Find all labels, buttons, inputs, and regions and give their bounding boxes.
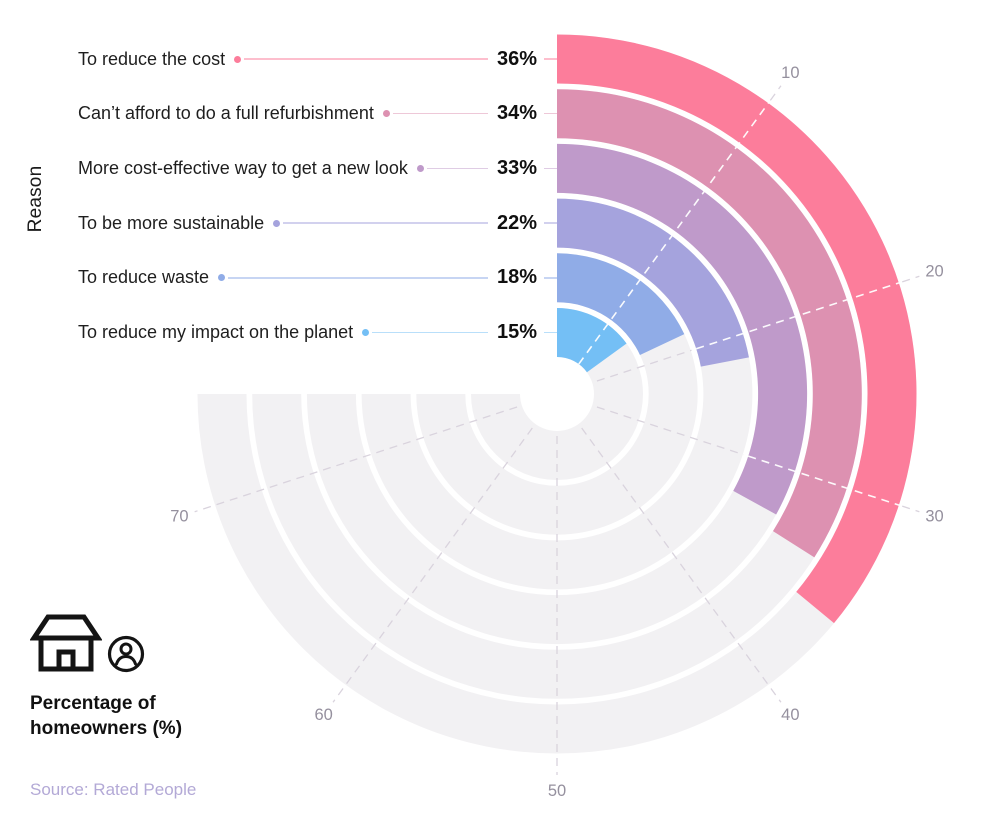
leader-line <box>392 112 488 115</box>
value-label: 22% <box>496 211 537 234</box>
value-label: 18% <box>496 266 537 289</box>
house-icon <box>29 610 103 679</box>
value-label: 36% <box>496 47 537 70</box>
category-row: To reduce my impact on the planet 15% <box>78 319 557 347</box>
series-dot <box>382 110 390 118</box>
connector-line <box>544 112 557 115</box>
gridline <box>769 85 782 101</box>
leader-line <box>426 167 488 170</box>
tick-label: 30 <box>925 508 943 526</box>
value-label: 33% <box>496 156 537 179</box>
tick-label: 50 <box>548 782 566 800</box>
category-row: More cost-effective way to get a new loo… <box>78 154 557 182</box>
category-label: To reduce my impact on the planet <box>78 322 354 342</box>
radial-bar <box>557 89 862 558</box>
tick-label: 20 <box>925 262 943 280</box>
leader-line <box>228 277 488 279</box>
radial-bar <box>557 308 627 373</box>
gridline <box>902 275 920 283</box>
gridline <box>581 427 782 703</box>
series-dot <box>218 274 226 282</box>
source-note: Source: Rated People <box>30 780 197 799</box>
category-row: Can’t afford to do a full refurbishment 3… <box>78 100 557 128</box>
series-dot <box>234 55 242 63</box>
x-axis-title: Percentage of homeowners (%) <box>30 693 183 739</box>
connector-line <box>544 167 557 170</box>
category-label: More cost-effective way to get a new loo… <box>78 157 408 178</box>
leader-line <box>372 331 488 334</box>
tick-label: 70 <box>170 508 188 526</box>
category-rows: To reduce the cost 36% Can’t afford to do … <box>78 0 557 400</box>
tick-label: 10 <box>781 64 799 82</box>
y-axis-title: Reason <box>25 165 46 233</box>
gridline <box>596 349 692 382</box>
gridline <box>902 505 920 513</box>
gridline <box>596 406 744 456</box>
value-label: 15% <box>496 321 537 343</box>
category-row: To reduce waste 18% <box>78 264 557 292</box>
leader-line <box>244 58 488 60</box>
leader-line <box>283 222 488 224</box>
connector-line <box>544 331 557 334</box>
category-label: To reduce the cost <box>78 48 226 69</box>
category-row: To be more sustainable 22% <box>78 209 557 237</box>
value-label: 34% <box>496 102 537 125</box>
gridline <box>578 102 770 365</box>
tick-label: 40 <box>781 706 799 724</box>
category-label: Can’t afford to do a full refurbishment <box>78 103 374 124</box>
tick-label: 60 <box>314 706 332 724</box>
radial-bar <box>557 253 685 355</box>
legend-icons <box>29 610 182 679</box>
axis-legend-block: Percentage of homeowners (%) <box>29 610 183 741</box>
radial-bar <box>557 143 808 515</box>
radial-bar <box>557 198 749 367</box>
person-icon <box>106 634 146 679</box>
gridline <box>332 427 533 703</box>
category-row: To reduce the cost 36% <box>78 45 557 73</box>
series-dot <box>362 329 370 336</box>
radial-bar <box>557 34 917 624</box>
series-dot <box>416 164 424 172</box>
gridline <box>748 455 900 507</box>
category-label: To reduce waste <box>78 267 210 288</box>
gridline <box>194 406 518 513</box>
gridline <box>695 281 900 350</box>
connector-line <box>544 58 557 60</box>
series-dot <box>273 219 281 227</box>
connector-line <box>544 222 557 224</box>
category-label: To be more sustainable <box>78 212 265 233</box>
connector-line <box>544 277 557 279</box>
